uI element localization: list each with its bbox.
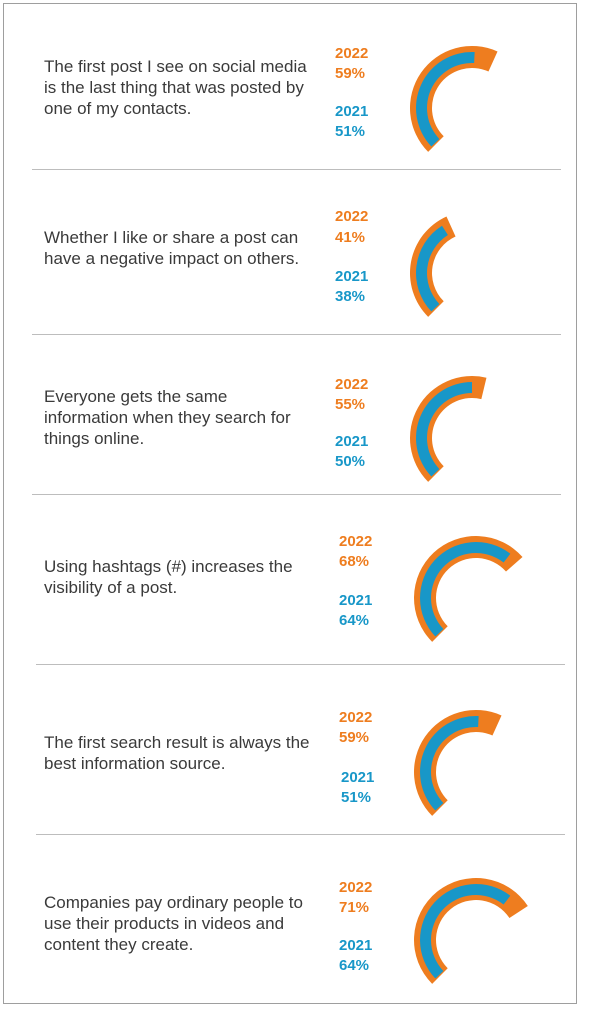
statement-text: Whether I like or share a post can have … <box>44 228 300 268</box>
infographic-frame: The first post I see on social media is … <box>3 3 577 1004</box>
year-2022-label: 2022 <box>335 45 369 62</box>
gauge-chart <box>410 46 498 152</box>
gauge-2021-arc <box>419 541 511 637</box>
gauge-2021-arc <box>419 883 511 979</box>
year-2021-label: 2021 <box>339 592 373 609</box>
value-2021-label: 64% <box>339 957 370 974</box>
statement-row: The first post I see on social media is … <box>4 4 578 169</box>
value-2021-label: 51% <box>341 789 372 806</box>
row-divider <box>32 169 561 170</box>
value-2022-label: 71% <box>339 899 370 916</box>
year-2022-label: 2022 <box>339 879 373 896</box>
gauge-2021-arc <box>416 52 475 147</box>
year-2021-label: 2021 <box>335 103 369 120</box>
gauge-chart <box>410 216 456 317</box>
row-divider <box>36 834 565 835</box>
year-2021-label: 2021 <box>341 769 375 786</box>
statement-text: Using hashtags (#) increases the visibil… <box>44 557 293 597</box>
value-2021-label: 50% <box>335 453 366 470</box>
gauge-chart <box>413 535 523 642</box>
statement-text: The first search result is always the be… <box>44 733 310 773</box>
row-divider <box>32 494 561 495</box>
statement-row: Companies pay ordinary people to use the… <box>4 834 578 1004</box>
value-2022-label: 68% <box>339 553 370 570</box>
statement-text: The first post I see on social media is … <box>44 57 307 118</box>
statement-text: Everyone gets the same information when … <box>44 387 291 448</box>
gauge-chart <box>410 376 487 482</box>
gauge-chart <box>414 878 528 984</box>
value-2022-label: 59% <box>339 729 370 746</box>
value-2022-label: 59% <box>335 65 366 82</box>
year-2021-label: 2021 <box>339 937 373 954</box>
year-2021-label: 2021 <box>335 433 369 450</box>
statement-row: The first search result is always the be… <box>4 664 578 834</box>
value-2022-label: 55% <box>335 396 366 413</box>
statement-row: Whether I like or share a post can have … <box>4 169 578 334</box>
gauge-2021-arc <box>416 382 472 477</box>
year-2022-label: 2022 <box>339 533 373 550</box>
value-2021-label: 64% <box>339 612 370 629</box>
gauge-2021-arc <box>416 225 448 312</box>
value-2021-label: 51% <box>335 123 366 140</box>
statement-text: Companies pay ordinary people to use the… <box>44 893 303 954</box>
gauge-chart <box>414 710 502 816</box>
row-divider <box>32 334 561 335</box>
statement-row: Using hashtags (#) increases the visibil… <box>4 494 578 664</box>
row-divider <box>36 664 565 665</box>
year-2022-label: 2022 <box>339 709 373 726</box>
year-2022-label: 2022 <box>335 376 369 393</box>
statement-row: Everyone gets the same information when … <box>4 334 578 494</box>
gauge-2021-arc <box>420 716 479 811</box>
value-2021-label: 38% <box>335 288 366 305</box>
value-2022-label: 41% <box>335 229 366 246</box>
year-2022-label: 2022 <box>335 208 369 225</box>
year-2021-label: 2021 <box>335 268 369 285</box>
